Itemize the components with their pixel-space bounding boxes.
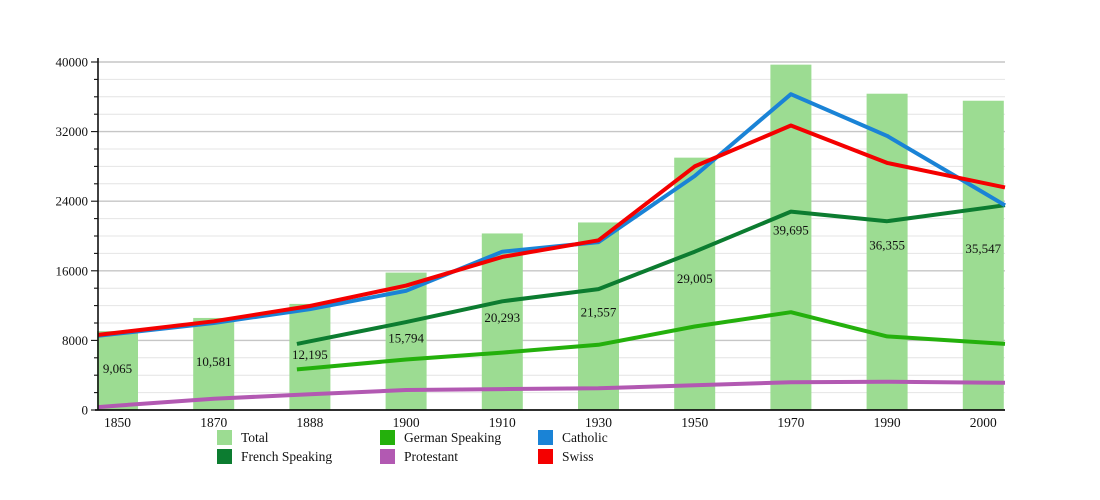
x-axis-label-1950: 1950 [681, 415, 708, 430]
legend-item-protestant: Protestant [380, 449, 458, 464]
legend-item-catholic: Catholic [538, 430, 608, 445]
x-axis-label-1910: 1910 [489, 415, 516, 430]
bar-value-label: 39,695 [773, 222, 809, 237]
x-axis-label-1900: 1900 [393, 415, 420, 430]
bar-value-label: 29,005 [677, 271, 713, 286]
line-series-french-speaking [296, 203, 1006, 346]
legend-label: Swiss [562, 449, 594, 464]
legend-label: French Speaking [241, 449, 333, 464]
total-bar-1930 [578, 222, 619, 410]
x-axis-label-1850: 1850 [104, 415, 131, 430]
legend-item-swiss: Swiss [538, 449, 594, 464]
legend-item-total: Total [217, 430, 269, 445]
total-bar-1970 [770, 64, 812, 410]
legend-label: German Speaking [404, 430, 502, 445]
total-bar-1900 [385, 272, 427, 410]
legend-item-french-speaking: French Speaking [217, 449, 332, 464]
x-axis-label-1930: 1930 [585, 415, 612, 430]
bar-value-label: 10,581 [196, 354, 232, 369]
legend-swatch-icon [380, 430, 395, 445]
y-axis-label: 24000 [56, 194, 89, 209]
total-bar-2000 [962, 100, 1004, 411]
y-axis-label: 8000 [62, 333, 88, 348]
y-axis-label: 40000 [56, 55, 89, 70]
y-axis-label: 0 [82, 403, 89, 418]
bar-value-label: 20,293 [484, 310, 520, 325]
x-axis-label-2000: 2000 [970, 415, 997, 430]
total-bar-1850 [97, 331, 138, 410]
bar-value-label: 21,557 [581, 304, 617, 319]
legend-label: Total [241, 430, 269, 445]
x-axis-label-1970: 1970 [777, 415, 804, 430]
legend-swatch-icon [538, 430, 553, 445]
x-axis-label-1888: 1888 [296, 415, 323, 430]
legend-item-german-speaking: German Speaking [380, 430, 501, 445]
x-axis-label-1990: 1990 [874, 415, 901, 430]
line-series-protestant [97, 379, 1006, 410]
bar-value-label: 9,065 [103, 361, 132, 376]
legend-swatch-icon [380, 449, 395, 464]
line-series-swiss [97, 123, 1006, 337]
bar-value-label: 15,794 [388, 331, 424, 346]
bar-value-label: 12,195 [292, 347, 328, 362]
total-bar-1990 [866, 93, 908, 411]
total-bar-1870 [193, 317, 235, 410]
legend-swatch-icon [217, 430, 232, 445]
legend-swatch-icon [217, 449, 232, 464]
line-series-german-speaking [296, 310, 1006, 372]
x-axis-label-1870: 1870 [200, 415, 227, 430]
bar-value-label: 36,355 [869, 238, 905, 253]
bar-value-label: 35,547 [965, 241, 1001, 256]
legend-swatch-icon [538, 449, 553, 464]
y-axis-label: 32000 [56, 124, 89, 139]
total-bar-1950 [674, 157, 716, 410]
legend-label: Catholic [562, 430, 608, 445]
legend-label: Protestant [404, 449, 458, 464]
y-axis-label: 16000 [56, 263, 89, 278]
